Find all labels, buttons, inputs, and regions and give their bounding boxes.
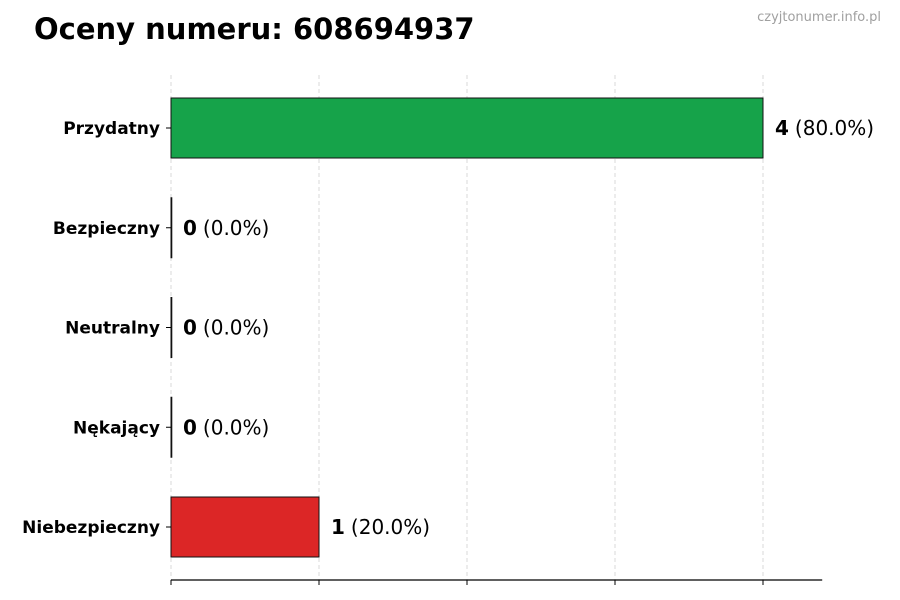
data-label-percent: (0.0%): [203, 415, 269, 439]
data-label-count: 0: [183, 316, 197, 340]
bar-przydatny: [170, 97, 764, 159]
data-label-percent: (0.0%): [203, 316, 269, 340]
y-tick-label: Przydatny: [63, 119, 160, 139]
y-tick-label: Bezpieczny: [53, 219, 160, 239]
y-tick-label: Niebezpieczny: [22, 518, 160, 538]
data-label-count: 4: [775, 116, 789, 140]
data-label-count: 1: [331, 515, 345, 539]
data-label-count: 0: [183, 216, 197, 240]
bar-niebezpieczny: [170, 496, 320, 558]
data-label-count: 0: [183, 415, 197, 439]
y-tick-label: Neutralny: [65, 319, 160, 339]
bar-bezpieczny: [170, 197, 173, 259]
data-label: 0 (0.0%): [183, 316, 269, 340]
data-label-percent: (0.0%): [203, 216, 269, 240]
bar-neutralny: [170, 297, 173, 358]
chart-title: Oceny numeru: 608694937: [34, 12, 475, 46]
data-label-percent: (80.0%): [795, 116, 874, 140]
data-label: 1 (20.0%): [331, 515, 430, 539]
data-label-percent: (20.0%): [351, 515, 430, 539]
data-label: 0 (0.0%): [183, 216, 269, 240]
data-label: 0 (0.0%): [183, 415, 269, 439]
bar-nękający: [170, 396, 173, 458]
watermark: czyjtonumer.info.pl: [757, 10, 881, 25]
y-tick-label: Nękający: [73, 418, 160, 438]
data-label: 4 (80.0%): [775, 116, 874, 140]
